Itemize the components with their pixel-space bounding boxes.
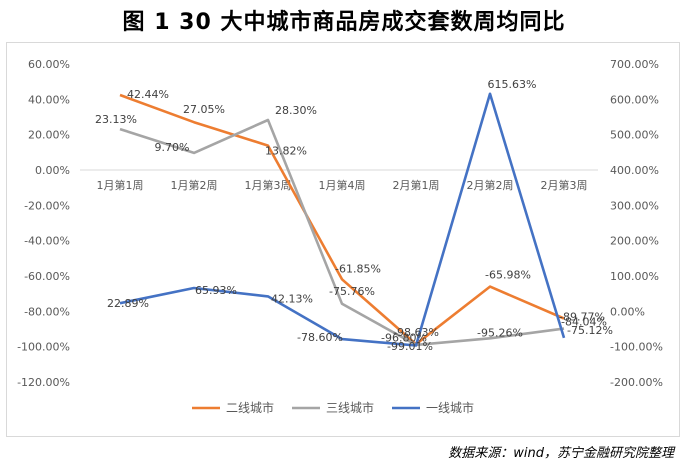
source-note: 数据来源：wind，苏宁金融研究院整理 [448, 446, 674, 461]
series-line-3 [119, 92, 566, 347]
right-axis-tick-label: 300.00% [610, 199, 659, 212]
data-label: -65.98% [485, 269, 531, 282]
data-label: 42.13% [271, 292, 313, 305]
x-axis-tick-label: 2月第2周 [467, 178, 514, 192]
chart-title: 图 1 30 大中城市商品房成交套数周均同比 [122, 10, 566, 35]
right-axis-tick-label: 100.00% [610, 270, 659, 283]
data-label: 615.63% [488, 78, 537, 91]
left-axis-tick-label: -40.00% [24, 235, 70, 248]
data-label: 23.13% [95, 113, 137, 126]
data-label: 9.70% [155, 141, 190, 154]
x-axis-tick-label: 1月第2周 [171, 178, 218, 192]
data-label: -99.01% [387, 340, 433, 353]
right-axis-tick-label: 600.00% [610, 93, 659, 106]
data-label: 42.44% [127, 88, 169, 101]
right-axis-tick-label: 200.00% [610, 235, 659, 248]
data-label: -89.77% [559, 311, 605, 324]
data-label: -75.12% [567, 324, 613, 337]
data-label: -78.60% [297, 331, 343, 344]
left-axis-tick-label: -100.00% [17, 341, 70, 354]
data-label: -75.76% [329, 285, 375, 298]
left-axis-tick-label: -60.00% [24, 270, 70, 283]
right-axis-tick-label: -100.00% [610, 341, 663, 354]
x-axis-tick-label: 2月第1周 [393, 178, 440, 192]
left-axis-tick-label: 0.00% [35, 164, 70, 177]
right-axis-tick-label: 500.00% [610, 129, 659, 142]
data-label: 65.93% [195, 284, 237, 297]
legend-label: 一线城市 [426, 400, 474, 415]
right-axis-tick-label: 700.00% [610, 58, 659, 71]
x-axis-tick-label: 2月第3周 [541, 178, 588, 192]
x-axis-tick-label: 1月第4周 [319, 178, 366, 192]
left-axis-tick-label: 40.00% [28, 93, 70, 106]
data-label: -84.04% [561, 315, 607, 328]
series-line-1 [119, 93, 565, 346]
right-axis-tick-label: -200.00% [610, 376, 663, 389]
data-label: -61.85% [335, 262, 381, 275]
left-axis-tick-label: -120.00% [17, 376, 70, 389]
data-label: -95.26% [477, 326, 523, 339]
data-label: 27.05% [183, 103, 225, 116]
x-axis-tick-label: 1月第1周 [97, 178, 144, 192]
data-label: 28.30% [275, 104, 317, 117]
left-axis-tick-label: -20.00% [24, 199, 70, 212]
right-axis-tick-label: 0.00% [610, 305, 645, 318]
data-label: -98.63% [393, 326, 439, 339]
data-label: 13.82% [265, 145, 307, 158]
chart-frame [6, 42, 680, 437]
series-line-2 [119, 118, 565, 347]
left-axis-tick-label: 60.00% [28, 58, 70, 71]
right-axis-tick-label: 400.00% [610, 164, 659, 177]
legend-label: 三线城市 [326, 400, 374, 415]
left-axis-tick-label: 20.00% [28, 129, 70, 142]
x-axis-tick-label: 1月第3周 [245, 178, 292, 192]
data-label: -96.80% [381, 332, 427, 345]
legend-label: 二线城市 [226, 400, 274, 415]
left-axis-tick-label: -80.00% [24, 305, 70, 318]
data-label: 22.89% [107, 297, 149, 310]
